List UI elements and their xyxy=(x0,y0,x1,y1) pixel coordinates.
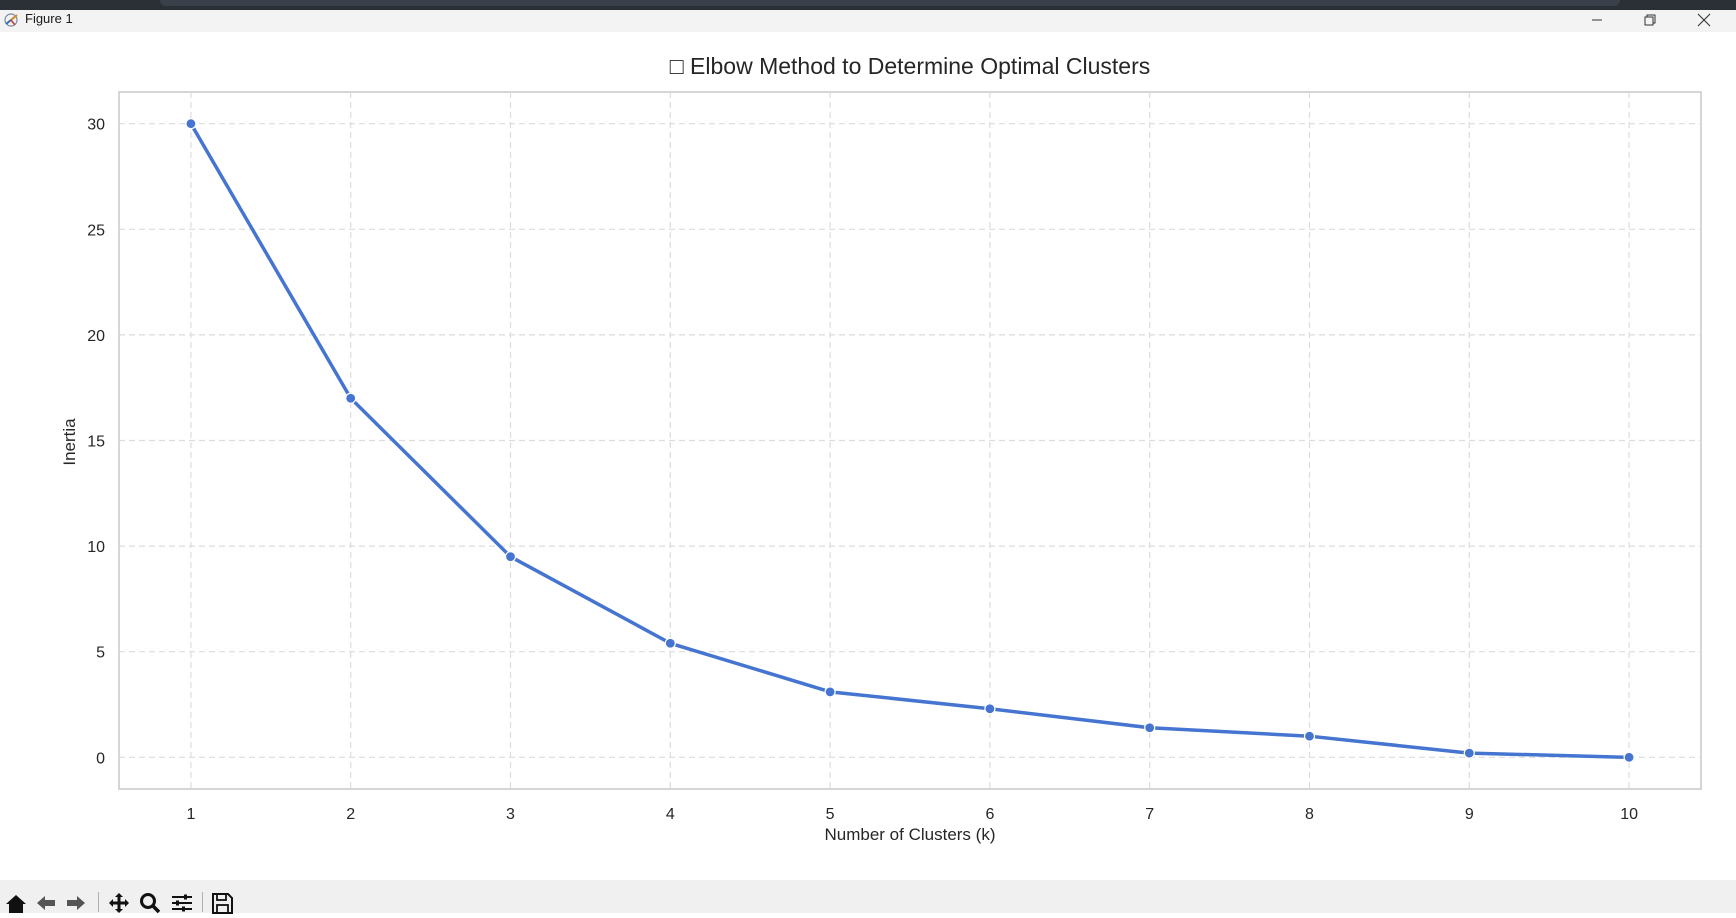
zoom-icon xyxy=(140,893,161,914)
restore-button[interactable] xyxy=(1625,8,1675,32)
y-tick-label: 25 xyxy=(87,222,105,239)
zoom-button[interactable] xyxy=(138,892,164,914)
data-point xyxy=(1463,747,1475,759)
y-axis-label: Inertia xyxy=(60,418,79,466)
grid xyxy=(119,92,1701,789)
x-tick-label: 4 xyxy=(666,806,675,823)
data-point xyxy=(1144,722,1156,734)
figure-canvas[interactable]: 1 2 3 4 5 6 7 8 9 10 0 5 10 15 20 25 30 □ Elbow Method t… xyxy=(0,32,1736,880)
window-titlebar: Figure 1 xyxy=(0,10,1736,32)
elbow-chart: 1 2 3 4 5 6 7 8 9 10 0 5 10 15 20 25 30 □ Elbow Method t… xyxy=(60,53,1702,844)
series-line xyxy=(189,121,1631,760)
top-strip-highlight xyxy=(160,0,1620,6)
configure-icon xyxy=(172,894,192,912)
y-tick-label: 5 xyxy=(96,645,105,662)
window-title: Figure 1 xyxy=(25,11,73,26)
toolbar-separator xyxy=(202,892,203,912)
y-tick-label: 0 xyxy=(96,750,105,767)
data-point xyxy=(345,392,357,404)
save-icon xyxy=(212,893,233,914)
data-point xyxy=(984,703,996,715)
chart-title: □ Elbow Method to Determine Optimal Clus… xyxy=(670,53,1150,79)
x-tick-label: 6 xyxy=(985,806,994,823)
y-tick-label: 20 xyxy=(87,328,105,345)
app-icon xyxy=(2,10,22,30)
tick-labels: 1 2 3 4 5 6 7 8 9 10 0 5 10 15 20 25 30 xyxy=(87,117,1638,823)
x-tick-label: 2 xyxy=(346,806,355,823)
x-tick-label: 1 xyxy=(186,806,195,823)
data-point xyxy=(185,118,197,130)
configure-button[interactable] xyxy=(170,892,196,914)
forward-button[interactable] xyxy=(64,892,90,914)
x-tick-label: 7 xyxy=(1145,806,1154,823)
data-point xyxy=(664,637,676,649)
close-button[interactable] xyxy=(1679,8,1729,32)
navigation-toolbar xyxy=(0,880,1736,914)
forward-icon xyxy=(67,896,85,910)
pan-icon xyxy=(109,893,129,913)
data-point xyxy=(824,686,836,698)
y-tick-label: 30 xyxy=(87,117,105,134)
save-button[interactable] xyxy=(210,892,236,914)
home-icon xyxy=(6,895,26,913)
restore-icon xyxy=(1644,14,1656,26)
x-axis-label: Number of Clusters (k) xyxy=(825,825,996,844)
x-tick-label: 9 xyxy=(1465,806,1474,823)
back-button[interactable] xyxy=(34,892,60,914)
x-tick-label: 8 xyxy=(1305,806,1314,823)
y-tick-label: 15 xyxy=(87,434,105,451)
minimize-icon xyxy=(1592,19,1602,21)
data-point xyxy=(1623,751,1635,763)
back-icon xyxy=(37,896,55,910)
home-button[interactable] xyxy=(4,892,30,914)
y-tick-label: 10 xyxy=(87,539,105,556)
x-tick-label: 5 xyxy=(826,806,835,823)
minimize-button[interactable] xyxy=(1572,8,1622,32)
data-point xyxy=(1303,730,1316,742)
toolbar-separator xyxy=(98,892,99,912)
top-strip xyxy=(0,0,1736,10)
pan-button[interactable] xyxy=(106,892,132,914)
data-point xyxy=(504,551,517,563)
series-markers xyxy=(185,118,1635,763)
x-tick-label: 10 xyxy=(1620,806,1638,823)
close-icon xyxy=(1697,13,1711,27)
x-tick-label: 3 xyxy=(506,806,515,823)
